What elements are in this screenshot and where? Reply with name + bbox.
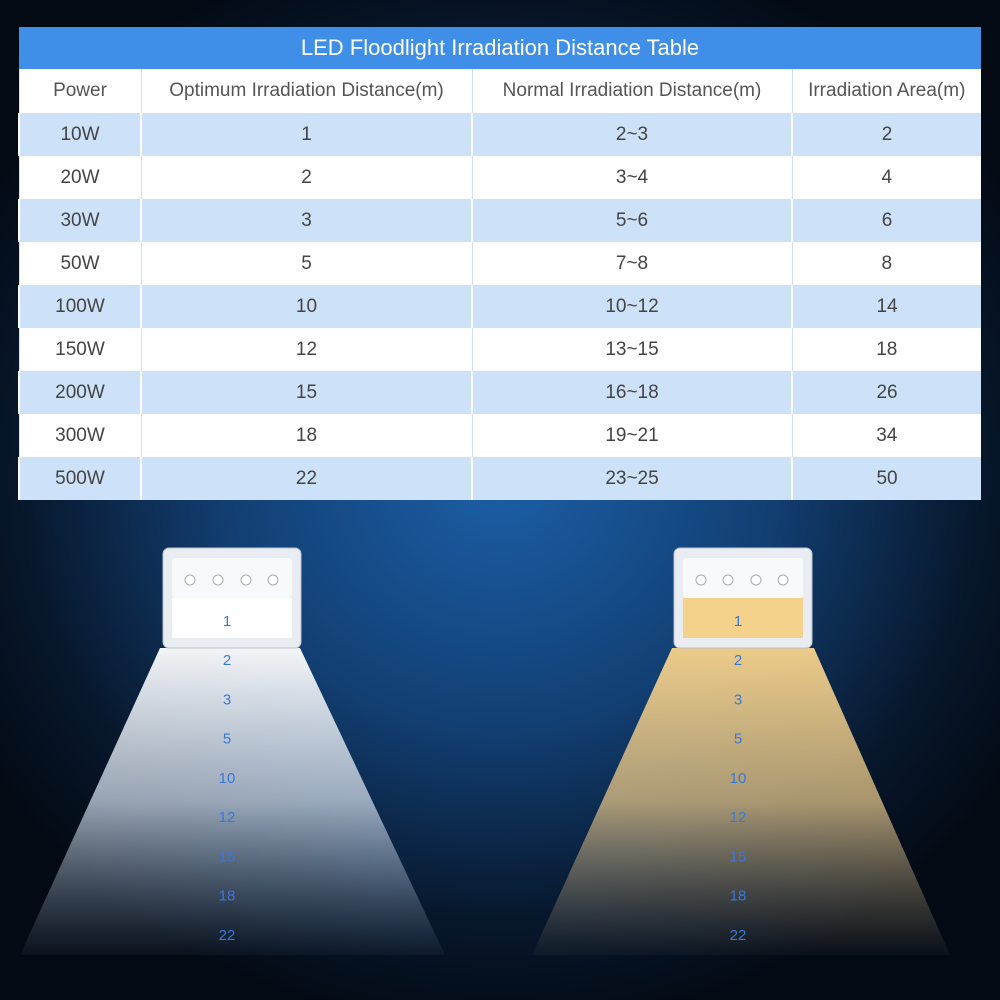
table-cell: 12 [140,328,472,371]
distance-label: 12 [730,809,747,826]
table-cell: 1 [140,113,472,156]
distance-label: 22 [730,927,747,944]
table-cell: 5 [140,242,472,285]
distance-label: 10 [219,770,236,787]
table-cell: 10 [140,285,472,328]
table-cell: 23~25 [471,457,792,500]
table-cell: 13~15 [471,328,792,371]
table-cell: 50W [18,242,141,285]
distance-label: 5 [734,731,742,748]
table-cell: 200W [18,371,141,414]
distance-label: 2 [734,652,742,669]
distance-label: 22 [219,927,236,944]
table-row: 100W 10 10~12 14 [18,285,982,328]
header-cell: Optimum Irradiation Distance(m) [140,69,472,113]
table-cell: 3 [140,199,472,242]
table-cell: 4 [791,156,982,199]
table-row: 200W 15 16~18 26 [18,371,982,414]
table-cell: 20W [18,156,141,199]
distance-table: LED Floodlight Irradiation Distance Tabl… [18,27,982,500]
table-cell: 7~8 [471,242,792,285]
distance-label: 1 [223,613,231,630]
table-cell: 26 [790,371,982,414]
table-cell: 2 [790,113,982,156]
table-cell: 22 [140,457,472,500]
header-cell: Normal Irradiation Distance(m) [471,69,792,113]
distance-label: 2 [223,652,231,669]
floodlight-right [673,547,813,649]
table-cell: 5~6 [471,199,792,242]
distance-label: 18 [219,888,236,905]
table-row: 20W 2 3~4 4 [18,156,982,199]
distance-label: 1 [734,613,742,630]
table-row: 300W 18 19~21 34 [18,414,982,457]
table-cell: 2~3 [471,113,792,156]
table-cell: 300W [18,414,141,457]
table-cell: 15 [140,371,472,414]
table-cell: 8 [791,242,982,285]
distance-label: 15 [219,848,236,865]
table-cell: 100W [18,285,141,328]
table-cell: 50 [790,457,982,500]
floodlight-left [162,547,302,649]
table-cell: 150W [18,328,141,371]
distance-label: 10 [730,770,747,787]
header-cell: Power [18,69,141,113]
table-cell: 18 [791,328,982,371]
table-cell: 10W [18,113,141,156]
distance-label: 3 [223,691,231,708]
distance-label: 18 [730,888,747,905]
table-row: 150W 12 13~15 18 [18,328,982,371]
table-cell: 2 [140,156,472,199]
table-cell: 3~4 [471,156,792,199]
distance-label: 12 [219,809,236,826]
table-cell: 14 [790,285,982,328]
table-cell: 30W [18,199,141,242]
table-title: LED Floodlight Irradiation Distance Tabl… [19,27,982,69]
table-row: 10W 1 2~3 2 [18,113,982,156]
table-cell: 34 [791,414,982,457]
table-cell: 19~21 [471,414,792,457]
white-beam [20,648,445,955]
table-row: 500W 22 23~25 50 [18,457,982,500]
table-row: 50W 5 7~8 8 [18,242,982,285]
header-cell: Irradiation Area(m) [791,69,982,113]
distance-label: 5 [223,731,231,748]
table-cell: 500W [18,457,141,500]
table-cell: 6 [790,199,982,242]
distance-label: 15 [730,848,747,865]
table-cell: 16~18 [471,371,792,414]
distance-label: 3 [734,691,742,708]
table-cell: 10~12 [471,285,792,328]
header-row: Power Optimum Irradiation Distance(m) Norm… [18,69,982,113]
table-row: 30W 3 5~6 6 [18,199,982,242]
warm-beam [532,648,950,955]
table-cell: 18 [140,414,472,457]
